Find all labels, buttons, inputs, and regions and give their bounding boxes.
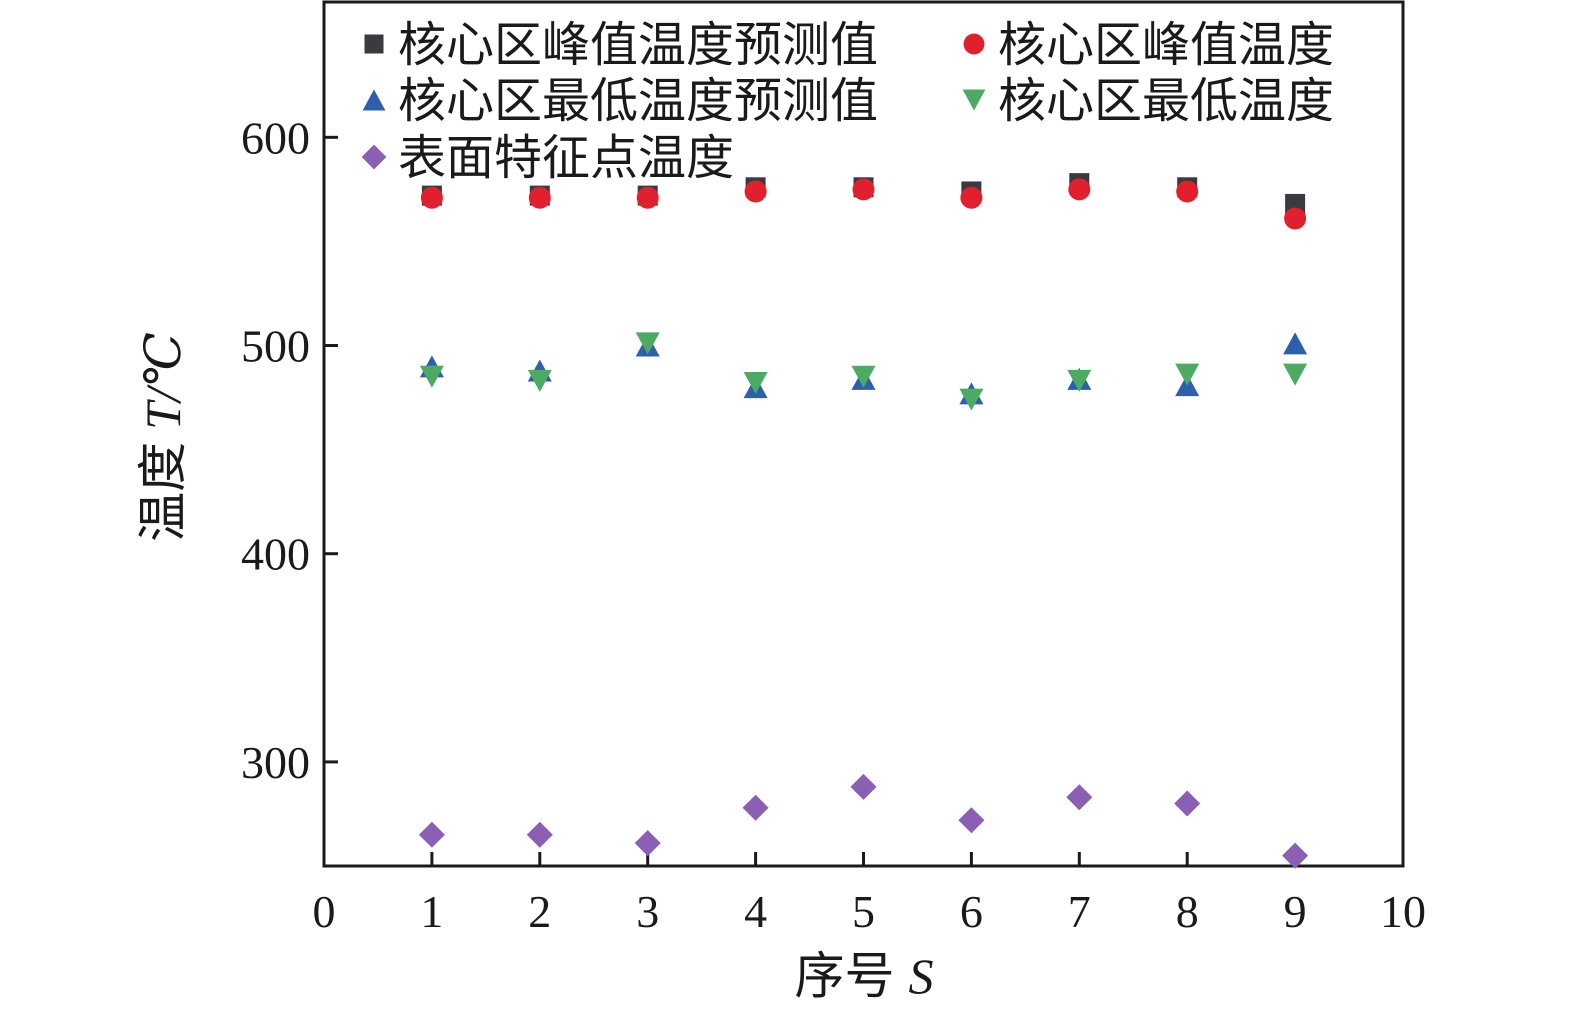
- data-point: [526, 821, 553, 848]
- legend-label: 核心区峰值温度预测值: [398, 17, 878, 73]
- y-axis-title: 温度 T/℃: [134, 332, 192, 542]
- legend-marker: [362, 89, 386, 111]
- data-point: [851, 365, 876, 388]
- x-tick-label: 6: [960, 886, 983, 937]
- x-tick-label: 7: [1068, 886, 1091, 937]
- x-tick-label: 5: [852, 886, 875, 937]
- data-point: [1283, 363, 1308, 386]
- y-axis: 300 400 500 600: [241, 112, 338, 788]
- data-point: [960, 186, 983, 209]
- series-diamond: [418, 773, 1309, 869]
- data-point: [743, 371, 768, 394]
- x-axis-title-text: 序号: [795, 947, 895, 1005]
- series-circle: [420, 178, 1307, 230]
- y-axis-title-text: 温度: [134, 442, 192, 542]
- data-point: [1176, 180, 1199, 203]
- data-point: [1174, 790, 1201, 817]
- y-tick-label: 300: [241, 737, 310, 788]
- data-point: [418, 821, 445, 848]
- x-tick-label: 9: [1284, 886, 1307, 937]
- y-axis-title-unit: /℃: [135, 332, 191, 405]
- data-point: [1066, 784, 1093, 811]
- data-point: [527, 369, 552, 392]
- data-point: [852, 178, 875, 201]
- legend-label: 核心区最低温度预测值: [398, 73, 878, 129]
- x-axis-title: 序号 S: [795, 947, 934, 1005]
- legend-marker: [364, 34, 384, 54]
- data-point: [1067, 369, 1092, 392]
- data-point: [636, 186, 659, 209]
- data-point: [1068, 178, 1091, 201]
- data-markers: [418, 173, 1309, 869]
- data-point: [634, 830, 661, 857]
- data-point: [850, 773, 877, 800]
- legend-label: 表面特征点温度: [398, 130, 734, 186]
- data-point: [420, 186, 443, 209]
- x-tick-label: 8: [1176, 886, 1199, 937]
- data-point: [958, 807, 985, 834]
- legend-marker: [963, 33, 985, 55]
- data-point: [1175, 363, 1200, 386]
- data-point: [742, 794, 769, 821]
- x-tick-label: 4: [744, 886, 767, 937]
- y-axis-title-var: T: [135, 399, 191, 430]
- x-axis-title-var: S: [909, 948, 934, 1004]
- data-point: [419, 365, 444, 388]
- x-tick-label: 0: [313, 886, 336, 937]
- data-point: [1282, 842, 1309, 869]
- data-point: [959, 388, 984, 411]
- data-point: [1283, 332, 1308, 355]
- y-tick-label: 600: [241, 112, 310, 163]
- y-tick-label: 500: [241, 321, 310, 372]
- x-axis: 0 1 2 3 4 5 6 7 8 9 10: [313, 852, 1426, 937]
- series-triangle-down: [419, 332, 1308, 411]
- legend-label: 核心区最低温度: [998, 73, 1334, 129]
- legend-label: 核心区峰值温度: [998, 17, 1334, 73]
- x-tick-label: 10: [1380, 886, 1426, 937]
- data-point: [528, 186, 551, 209]
- x-tick-label: 2: [528, 886, 551, 937]
- data-point: [1284, 207, 1307, 230]
- x-tick-label: 3: [636, 886, 659, 937]
- data-point: [744, 180, 767, 203]
- legend-marker: [962, 89, 986, 111]
- data-point: [635, 332, 660, 355]
- y-tick-label: 400: [241, 529, 310, 580]
- x-tick-label: 1: [420, 886, 443, 937]
- legend-marker: [361, 144, 387, 170]
